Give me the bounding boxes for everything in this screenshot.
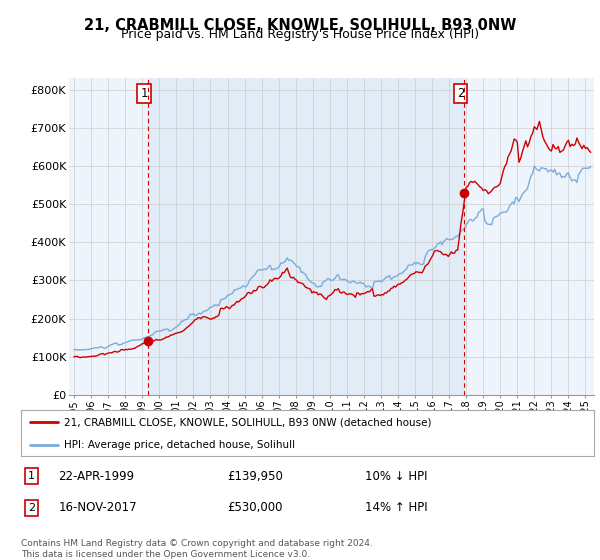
Text: 2: 2 [457, 87, 464, 100]
Text: 10% ↓ HPI: 10% ↓ HPI [365, 470, 427, 483]
Text: £530,000: £530,000 [227, 501, 283, 514]
Text: 16-NOV-2017: 16-NOV-2017 [58, 501, 137, 514]
Text: 21, CRABMILL CLOSE, KNOWLE, SOLIHULL, B93 0NW (detached house): 21, CRABMILL CLOSE, KNOWLE, SOLIHULL, B9… [64, 417, 431, 427]
Text: 1: 1 [140, 87, 148, 100]
Text: 14% ↑ HPI: 14% ↑ HPI [365, 501, 427, 514]
Text: Price paid vs. HM Land Registry's House Price Index (HPI): Price paid vs. HM Land Registry's House … [121, 28, 479, 41]
Text: HPI: Average price, detached house, Solihull: HPI: Average price, detached house, Soli… [64, 440, 295, 450]
Text: 1: 1 [28, 472, 35, 482]
Bar [148, 78, 464, 395]
Text: Contains HM Land Registry data © Crown copyright and database right 2024.
This d: Contains HM Land Registry data © Crown c… [21, 539, 373, 559]
Text: £139,950: £139,950 [227, 470, 283, 483]
Text: 21, CRABMILL CLOSE, KNOWLE, SOLIHULL, B93 0NW: 21, CRABMILL CLOSE, KNOWLE, SOLIHULL, B9… [84, 18, 516, 33]
Text: 2: 2 [28, 503, 35, 512]
Text: 22-APR-1999: 22-APR-1999 [58, 470, 134, 483]
